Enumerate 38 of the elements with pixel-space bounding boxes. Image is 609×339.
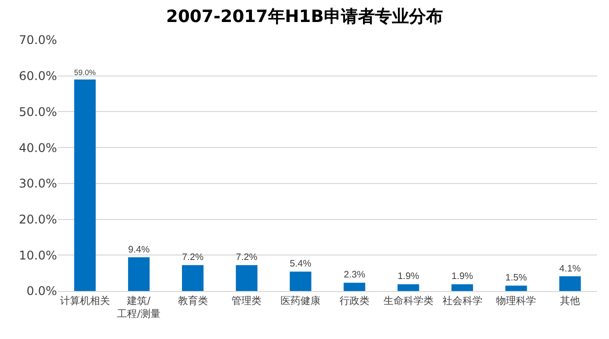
x-tick-label: 行政类 — [339, 295, 370, 307]
x-tick-label: 计算机相关 — [60, 295, 110, 307]
data-label: 1.5% — [505, 272, 528, 284]
bar — [290, 272, 312, 291]
bar — [74, 79, 96, 291]
x-tick-label: 医药健康 — [280, 295, 321, 307]
chart-title: 2007-2017年H1B申请者专业分布 — [166, 7, 443, 28]
y-tick-label: 60.0% — [18, 69, 57, 84]
data-label: 1.9% — [451, 271, 474, 282]
data-label: 1.9% — [398, 271, 420, 282]
y-tick-label: 0.0% — [26, 284, 57, 298]
data-label: 9.4% — [128, 244, 150, 256]
bar — [505, 286, 527, 291]
x-tick-label: 其他 — [560, 295, 580, 307]
y-tick-label: 20.0% — [18, 212, 57, 226]
bar — [182, 265, 204, 291]
bar — [128, 257, 150, 291]
data-label: 7.2% — [182, 252, 204, 264]
bar — [344, 282, 366, 291]
data-label: 2.3% — [344, 270, 366, 281]
x-tick-label: 管理类 — [232, 295, 262, 307]
bar — [236, 265, 258, 291]
y-tick-label: 50.0% — [18, 104, 57, 119]
y-tick-label: 40.0% — [18, 140, 57, 155]
bar — [451, 284, 474, 291]
x-tick-label: 建筑/工程/测量 — [117, 295, 161, 320]
data-label: 4.1% — [559, 263, 582, 274]
y-tick-label: 70.0% — [18, 33, 57, 48]
data-label: 7.2% — [236, 252, 258, 264]
x-tick-label: 社会科学 — [442, 295, 482, 307]
y-tick-label: 30.0% — [18, 176, 57, 191]
x-tick-label: 生命科学类 — [383, 295, 434, 307]
x-tick-label: 教育类 — [178, 295, 208, 307]
data-label: 5.4% — [290, 258, 312, 270]
y-tick-label: 10.0% — [18, 248, 57, 262]
bar — [398, 284, 420, 291]
x-tick-label: 物理科学 — [496, 295, 536, 307]
bar — [559, 276, 581, 291]
